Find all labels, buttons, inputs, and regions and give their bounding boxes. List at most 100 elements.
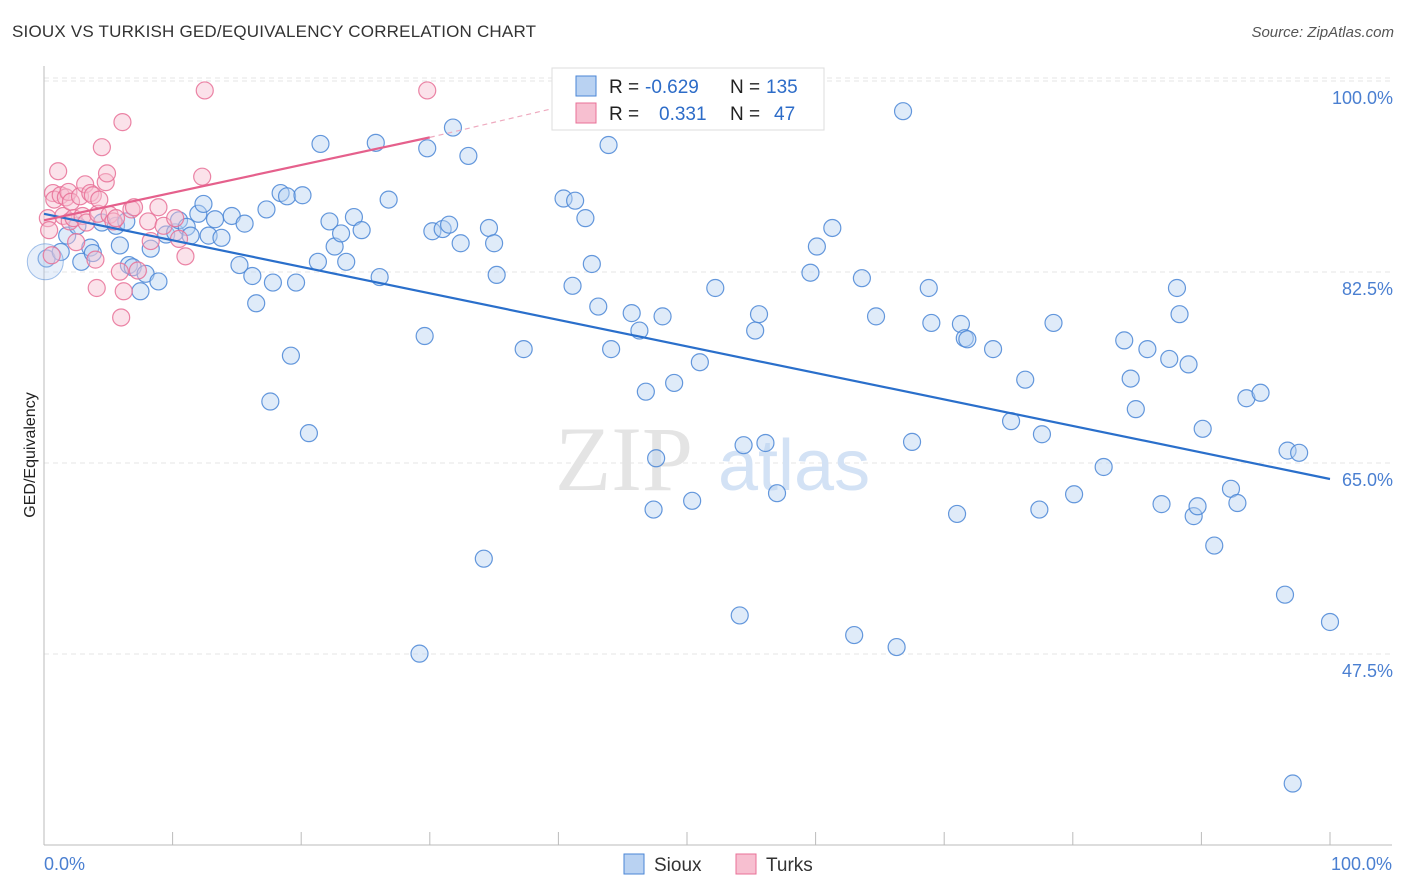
turks-point <box>70 187 90 206</box>
sioux-point <box>141 239 160 258</box>
sioux-point <box>845 625 864 645</box>
sioux-point <box>576 209 595 228</box>
sioux-point <box>1237 389 1256 408</box>
turks-point <box>139 212 158 231</box>
sioux-point <box>653 307 672 326</box>
turks-point <box>67 233 86 252</box>
bottom-legend-swatch-sioux <box>623 853 645 875</box>
legend-sioux-r-value: -0.629 <box>645 77 699 98</box>
turks-point <box>149 198 168 217</box>
turks-point <box>176 247 195 266</box>
sioux-point <box>893 102 913 121</box>
sioux-point <box>823 218 842 238</box>
turks-trend-line <box>43 136 431 222</box>
sioux-point <box>439 215 459 234</box>
sioux-point <box>947 504 967 524</box>
sioux-point <box>277 187 297 206</box>
sioux-point <box>205 210 225 229</box>
sioux-point <box>665 373 684 393</box>
x-tick-label-min: 0.0% <box>44 854 85 874</box>
sioux-point <box>801 263 820 282</box>
sioux-point-cluster <box>26 243 64 281</box>
legend-sioux-n-label: N = <box>730 77 760 98</box>
sioux-point <box>443 118 463 137</box>
sioux-point <box>644 500 663 519</box>
sioux-point <box>243 266 262 286</box>
legend-sioux-n-value: 135 <box>766 77 798 98</box>
turks-point <box>418 81 437 100</box>
sioux-point <box>247 294 266 313</box>
sioux-point <box>1064 485 1084 504</box>
sioux-point <box>410 644 429 663</box>
sioux-point <box>647 449 666 468</box>
sioux-point <box>474 549 493 568</box>
sioux-point <box>1188 497 1207 516</box>
legend-turks-n-label: N = <box>730 104 760 125</box>
sioux-point <box>1126 400 1145 419</box>
turks-points <box>38 81 437 327</box>
sioux-point <box>149 272 168 291</box>
sioux-point <box>194 194 213 214</box>
sioux-point <box>690 353 709 372</box>
sioux-point <box>1278 441 1297 460</box>
sioux-point <box>1228 493 1247 513</box>
turks-point <box>104 212 123 231</box>
sioux-point <box>331 224 351 243</box>
sioux-point <box>1138 340 1157 359</box>
turks-point <box>114 282 133 301</box>
turks-point <box>113 113 132 132</box>
legend-sioux-r-label: R = <box>609 77 639 98</box>
sioux-point <box>212 228 231 247</box>
sioux-point <box>1193 419 1212 438</box>
turks-point <box>110 262 129 281</box>
sioux-point <box>636 382 655 401</box>
watermark-zip: ZIP <box>555 408 693 510</box>
sioux-point <box>554 189 573 208</box>
sioux-point <box>683 491 702 510</box>
sioux-point <box>261 392 280 411</box>
sioux-point <box>286 273 306 292</box>
sioux-point <box>1167 278 1187 298</box>
legend-swatch-sioux <box>575 75 597 97</box>
y-tick-label: 65.0% <box>1342 470 1393 490</box>
sioux-point <box>749 305 769 324</box>
sioux-point <box>602 340 621 359</box>
turks-point <box>86 250 105 269</box>
sioux-point <box>922 313 941 333</box>
turks-point <box>169 229 189 248</box>
sioux-point <box>767 484 787 503</box>
sioux-point <box>1275 585 1295 604</box>
x-tick-label-max: 100.0% <box>1331 854 1392 874</box>
sioux-point <box>1044 313 1063 333</box>
sioux-point <box>451 234 470 253</box>
turks-point <box>92 138 111 157</box>
legend-turks-n-value: 47 <box>774 104 795 125</box>
sioux-point <box>257 200 276 219</box>
sioux-point <box>308 252 328 271</box>
source-label: Source: ZipAtlas.com <box>1251 24 1394 41</box>
sioux-point <box>485 234 504 253</box>
sioux-point <box>352 221 371 240</box>
sioux-point <box>887 637 906 657</box>
sioux-point <box>1160 349 1179 369</box>
sioux-point <box>566 191 585 210</box>
sioux-point <box>807 237 826 256</box>
sioux-point <box>1115 331 1134 350</box>
sioux-point <box>418 139 437 158</box>
sioux-point <box>1121 369 1140 388</box>
sioux-point <box>281 346 301 365</box>
sioux-point <box>958 330 977 349</box>
sioux-point <box>230 255 249 275</box>
sioux-point <box>379 190 398 209</box>
sioux-point <box>582 254 601 274</box>
sioux-point <box>730 606 749 625</box>
sioux-point <box>1032 425 1052 444</box>
sioux-point <box>1170 305 1189 324</box>
sioux-point <box>263 273 283 292</box>
sioux-point <box>1016 370 1035 389</box>
sioux-point <box>479 218 499 238</box>
sioux-point <box>563 276 582 295</box>
turks-point <box>40 221 59 240</box>
sioux-point <box>902 432 922 451</box>
